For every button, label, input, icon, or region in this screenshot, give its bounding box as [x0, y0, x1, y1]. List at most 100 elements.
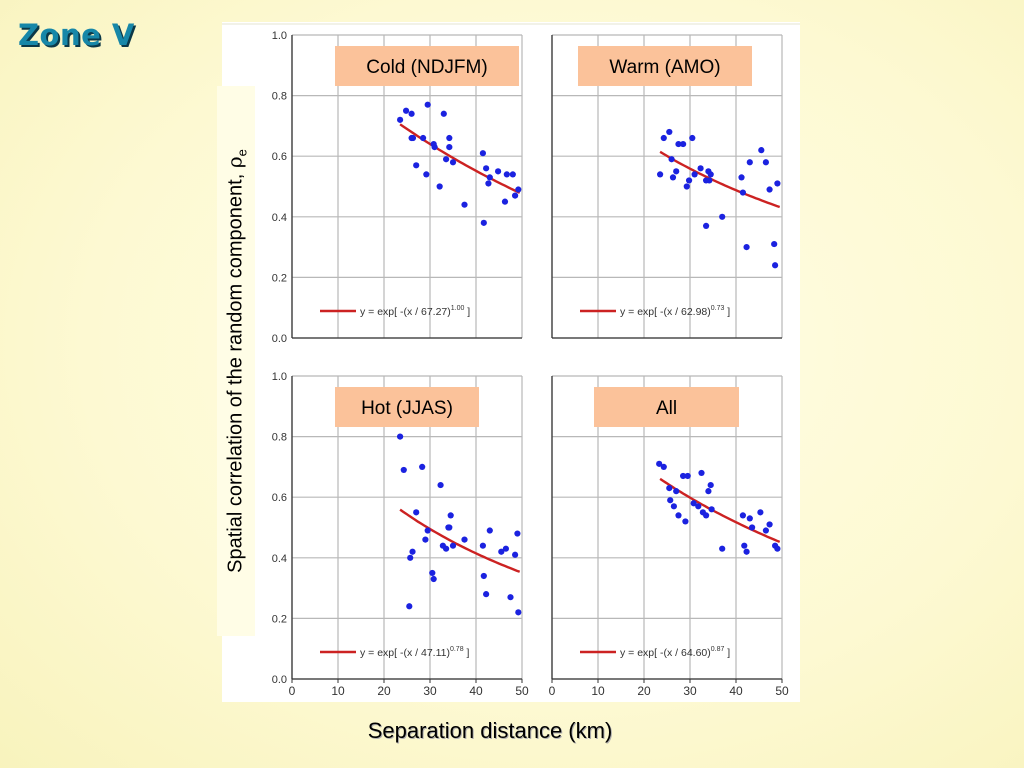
- panel-title: Hot (JJAS): [361, 398, 453, 419]
- data-point: [762, 527, 770, 534]
- x-tick-label: 0: [289, 684, 296, 698]
- data-point: [682, 518, 689, 525]
- data-point: [449, 542, 457, 549]
- data-point: [684, 472, 691, 480]
- data-point: [657, 171, 664, 178]
- data-point: [698, 469, 705, 477]
- panel-title-box: [335, 387, 479, 427]
- data-point: [498, 548, 505, 555]
- y-tick-label: 1.0: [272, 371, 287, 383]
- data-point: [406, 603, 413, 610]
- data-point: [446, 524, 453, 531]
- data-point: [400, 466, 407, 474]
- data-point: [515, 609, 522, 616]
- slide-title: Zone V: [18, 18, 135, 52]
- data-point: [408, 110, 415, 117]
- data-point: [413, 162, 420, 169]
- x-tick-label: 0: [549, 684, 556, 698]
- y-tick-label: 0.2: [272, 613, 287, 625]
- data-point: [409, 548, 416, 555]
- data-point: [719, 213, 726, 220]
- y-axis-label: Spatial correlation of the random compon…: [223, 149, 250, 573]
- legend-formula-end: ]: [724, 306, 730, 318]
- data-point: [739, 512, 747, 519]
- data-point: [511, 192, 519, 199]
- y-tick-label: 0.4: [272, 212, 287, 224]
- y-tick-label: 0.6: [272, 151, 287, 163]
- legend-formula-end: ]: [464, 306, 470, 318]
- data-point: [461, 201, 468, 208]
- y-axis-label-text: Spatial correlation of the random compon…: [224, 168, 247, 573]
- data-point: [680, 140, 687, 148]
- data-point: [407, 554, 414, 561]
- data-point: [437, 481, 444, 489]
- y-tick-label: 0.4: [272, 553, 287, 565]
- data-point: [757, 509, 764, 516]
- data-point: [695, 503, 702, 510]
- data-point: [402, 107, 410, 114]
- data-point: [447, 512, 454, 519]
- data-point: [420, 134, 427, 142]
- data-point: [668, 156, 675, 163]
- data-point: [691, 171, 698, 178]
- data-point: [705, 488, 712, 495]
- data-point: [707, 171, 714, 178]
- panel-title-box: [335, 46, 519, 86]
- data-point: [690, 500, 697, 507]
- data-point: [772, 262, 779, 269]
- x-tick-label: 50: [775, 684, 789, 698]
- data-point: [675, 512, 682, 519]
- legend-label: y = exp[ -(x / 64.60)0.87 ]: [620, 646, 730, 659]
- x-tick-label: 30: [683, 684, 697, 698]
- data-point: [743, 244, 750, 251]
- data-point: [656, 460, 663, 467]
- data-point: [446, 144, 453, 151]
- data-point: [660, 463, 667, 470]
- data-point: [719, 545, 726, 552]
- data-point: [680, 472, 687, 480]
- legend-exponent: 1.00: [451, 305, 465, 312]
- y-tick-label: 0.8: [272, 432, 287, 444]
- legend-exponent: 0.73: [711, 305, 725, 312]
- data-point: [501, 198, 509, 205]
- x-tick-label: 40: [729, 684, 743, 698]
- legend-formula: y = exp[ -(x / 64.60): [620, 647, 711, 659]
- data-point: [673, 168, 680, 175]
- data-point: [436, 183, 443, 190]
- data-point: [514, 530, 521, 537]
- y-tick-label: 0.0: [272, 333, 287, 345]
- data-point: [511, 551, 519, 558]
- y-tick-label: 1.0: [272, 30, 287, 42]
- data-point: [502, 545, 509, 552]
- data-point: [689, 134, 696, 142]
- data-point: [685, 177, 693, 184]
- data-point: [397, 433, 404, 440]
- data-point: [741, 542, 748, 549]
- data-point: [409, 134, 417, 142]
- data-point: [440, 110, 447, 117]
- fit-curve: [659, 477, 781, 544]
- x-tick-label: 10: [331, 684, 345, 698]
- data-point: [666, 485, 673, 492]
- data-point: [424, 527, 431, 534]
- data-point: [449, 159, 457, 166]
- data-point: [746, 159, 753, 166]
- data-point: [483, 165, 490, 172]
- panel-title-box: [594, 387, 739, 427]
- data-point: [509, 171, 516, 178]
- data-point: [515, 186, 522, 193]
- x-tick-label: 40: [469, 684, 483, 698]
- fit-curve: [399, 123, 521, 194]
- y-axis-label-symbol: ρ: [222, 156, 247, 169]
- legend-formula-end: ]: [464, 647, 470, 659]
- data-point: [749, 524, 756, 531]
- data-point: [443, 545, 450, 552]
- data-point: [758, 147, 765, 154]
- data-point: [766, 186, 773, 193]
- x-axis-label: Separation distance (km): [367, 718, 613, 743]
- data-point: [413, 509, 420, 516]
- legend-formula-end: ]: [724, 647, 730, 659]
- data-point: [461, 536, 468, 543]
- legend-exponent: 0.87: [711, 646, 725, 653]
